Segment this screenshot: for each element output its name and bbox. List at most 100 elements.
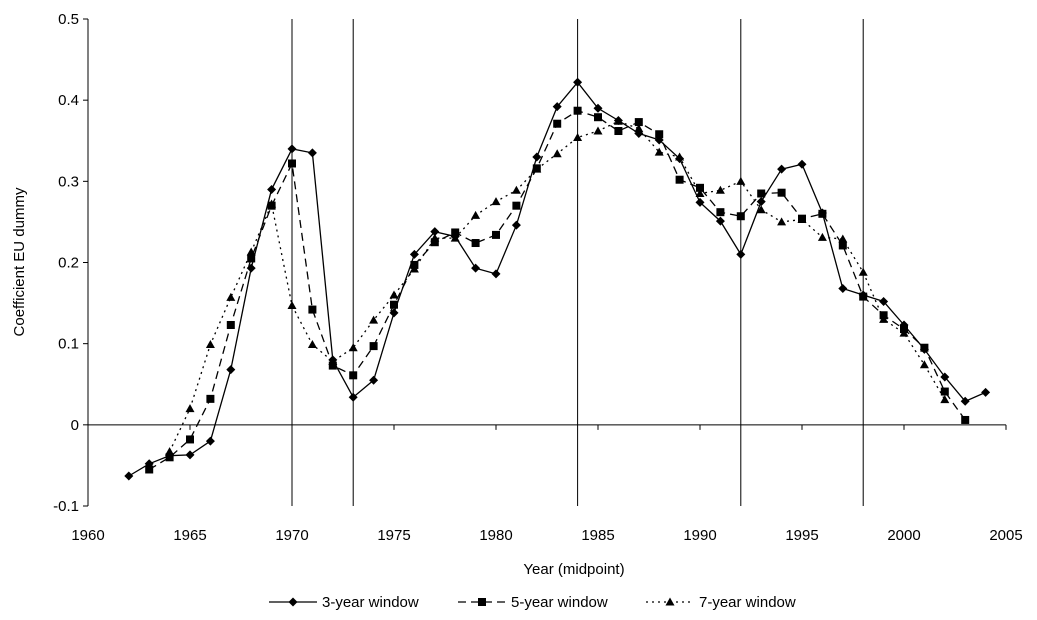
data-point: [328, 361, 337, 370]
data-point: [817, 232, 827, 241]
data-point: [430, 233, 440, 242]
data-point: [899, 328, 909, 337]
data-point: [736, 176, 746, 185]
series-line: [128, 81, 986, 477]
x-tick-label: 1965: [173, 527, 206, 544]
reference-lines: [291, 19, 864, 506]
data-point: [756, 197, 766, 207]
data-point: [593, 103, 603, 113]
data-point: [695, 189, 705, 198]
data-point: [960, 396, 970, 406]
data-point: [369, 315, 379, 324]
data-point: [348, 343, 358, 352]
data-point: [246, 263, 256, 273]
data-point: [450, 233, 460, 242]
data-point: [695, 197, 705, 207]
data-point: [471, 239, 480, 248]
data-point: [736, 249, 746, 259]
data-point: [715, 216, 725, 226]
data-point: [390, 300, 398, 309]
y-tick-label: 0: [71, 417, 79, 434]
data-point: [492, 230, 500, 239]
data-point: [328, 357, 338, 366]
data-point: [226, 320, 235, 329]
data-point: [491, 197, 501, 206]
series-1: [124, 77, 991, 481]
series-layer: [124, 77, 991, 481]
data-point: [613, 116, 623, 125]
data-point: [409, 249, 419, 259]
data-point: [512, 201, 521, 210]
legend-label: 7-year window: [699, 594, 796, 611]
legend-item: 7-year window: [646, 594, 796, 611]
data-point: [307, 148, 317, 158]
data-point: [532, 164, 542, 173]
data-point: [532, 152, 542, 162]
data-point: [491, 269, 501, 279]
x-tick-label: 1960: [71, 527, 104, 544]
data-point: [838, 283, 848, 293]
y-tick-label: 0.1: [58, 336, 79, 353]
data-point: [308, 305, 317, 314]
data-point: [715, 185, 725, 194]
data-point: [226, 292, 236, 301]
data-point: [654, 147, 664, 156]
x-tick-label: 1985: [581, 527, 614, 544]
x-tick-label: 1990: [683, 527, 716, 544]
data-point: [471, 263, 481, 273]
data-point: [369, 375, 379, 385]
data-point: [389, 290, 399, 299]
legend-label: 5-year window: [511, 594, 608, 611]
data-point: [205, 339, 215, 348]
data-point: [287, 301, 297, 310]
y-tick-label: 0.2: [58, 255, 79, 272]
data-point: [838, 234, 848, 243]
x-tick-label: 1995: [785, 527, 818, 544]
data-point: [920, 343, 929, 352]
data-point: [655, 130, 664, 139]
data-point: [206, 394, 215, 403]
series-line: [169, 120, 946, 452]
data-point: [696, 183, 704, 192]
y-tick-label: -0.1: [53, 498, 79, 515]
data-point: [797, 159, 807, 169]
data-point: [145, 465, 154, 474]
data-point: [553, 119, 562, 128]
data-point: [186, 435, 194, 444]
data-point: [552, 102, 562, 112]
y-axis-title: Coefficient EU dummy: [11, 187, 28, 336]
data-point: [614, 127, 623, 136]
data-point: [185, 450, 195, 460]
data-point: [288, 159, 296, 168]
legend-marker: [665, 597, 675, 606]
data-point: [246, 247, 256, 256]
data-point: [552, 149, 562, 158]
data-point: [430, 238, 439, 247]
x-tick-label: 1970: [275, 527, 308, 544]
data-point: [409, 264, 419, 273]
data-point: [757, 189, 766, 198]
data-point: [818, 209, 827, 218]
data-point: [573, 77, 583, 87]
x-tick-label: 1975: [377, 527, 410, 544]
data-point: [858, 267, 868, 276]
data-point: [838, 241, 847, 250]
data-point: [451, 228, 460, 237]
data-point: [287, 144, 297, 154]
legend-marker: [478, 598, 486, 606]
data-point: [961, 415, 970, 424]
data-point: [348, 392, 358, 402]
data-point: [756, 205, 766, 214]
data-point: [879, 314, 889, 323]
x-tick-label: 2000: [887, 527, 920, 544]
data-point: [675, 175, 684, 184]
data-point: [777, 217, 787, 226]
y-tick-label: 0.4: [58, 92, 79, 109]
data-point: [267, 199, 277, 208]
data-point: [185, 404, 195, 413]
data-point: [675, 152, 685, 161]
data-point: [919, 360, 929, 369]
data-point: [307, 339, 317, 348]
